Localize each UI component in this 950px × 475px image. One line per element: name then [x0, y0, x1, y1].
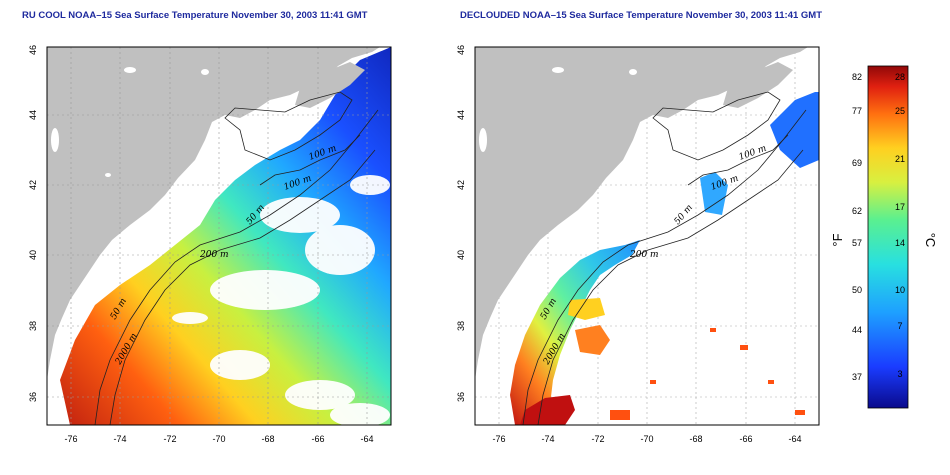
fahrenheit-tick: 37	[852, 372, 862, 382]
right-y-tick: 40	[456, 250, 466, 260]
right-y-tick: 38	[456, 321, 466, 331]
celsius-label: °C	[923, 233, 938, 248]
fahrenheit-tick: 62	[852, 206, 862, 216]
left-y-tick: 40	[28, 250, 38, 260]
celsius-tick: 25	[895, 106, 905, 116]
left-x-tick: -68	[261, 434, 274, 444]
left-y-tick: 44	[28, 110, 38, 120]
left-y-axis: 36 38 40 42 44 46	[28, 45, 38, 402]
right-x-tick: -64	[788, 434, 801, 444]
fahrenheit-tick: 57	[852, 238, 862, 248]
right-contour-label-200: 200 m	[629, 250, 659, 260]
right-x-tick: -72	[591, 434, 604, 444]
left-grid	[47, 47, 391, 425]
right-y-tick: 36	[456, 392, 466, 402]
fahrenheit-tick: 82	[852, 72, 862, 82]
left-x-tick: -64	[360, 434, 373, 444]
left-cloud-gaps	[172, 175, 390, 425]
fahrenheit-tick: 44	[852, 325, 862, 335]
right-x-tick: -76	[492, 434, 505, 444]
right-panel-title: DECLOUDED NOAA–15 Sea Surface Temperatur…	[460, 10, 823, 21]
left-map-panel: 100 m 100 m 50 m 200 m 50 m 2000 m -76 -…	[28, 45, 392, 444]
color-bar-gradient	[867, 65, 909, 409]
left-y-tick: 46	[28, 45, 38, 55]
color-bar: 82 77 69 62 57 50 44 37 °F 28 25 21 17 1…	[830, 65, 938, 409]
celsius-scale: 28 25 21 17 14 10 7 3	[895, 72, 905, 379]
fahrenheit-tick: 50	[852, 285, 862, 295]
right-scattered-warm	[610, 328, 805, 420]
celsius-tick: 7	[897, 321, 902, 331]
right-x-axis: -76 -74 -72 -70 -68 -66 -64	[492, 434, 801, 444]
left-contours	[94, 91, 379, 425]
celsius-tick: 21	[895, 154, 905, 164]
right-map-panel: 100 m 100 m 50 m 200 m 50 m 2000 m -76 -…	[456, 45, 820, 444]
right-georges-patch	[700, 172, 728, 215]
left-land	[47, 47, 380, 380]
celsius-tick: 17	[895, 202, 905, 212]
celsius-tick: 14	[895, 238, 905, 248]
right-land	[475, 47, 808, 380]
left-x-tick: -70	[212, 434, 225, 444]
left-lakes	[51, 67, 209, 177]
left-y-tick: 38	[28, 321, 38, 331]
right-warm-core	[520, 395, 575, 425]
left-x-tick: -66	[311, 434, 324, 444]
right-land-nova-scotia	[723, 62, 793, 108]
celsius-tick: 28	[895, 72, 905, 82]
left-y-tick: 36	[28, 392, 38, 402]
right-map-frame	[474, 46, 820, 426]
right-contours	[522, 91, 807, 425]
right-x-tick: -66	[739, 434, 752, 444]
left-panel-title: RU COOL NOAA–15 Sea Surface Temperature …	[22, 10, 368, 21]
right-y-tick: 46	[456, 45, 466, 55]
right-warm-eddy-yellow	[568, 298, 605, 320]
right-x-tick: -68	[689, 434, 702, 444]
right-shelf-sst	[510, 240, 640, 425]
left-x-tick: -76	[64, 434, 77, 444]
right-y-tick: 42	[456, 180, 466, 190]
celsius-tick: 3	[897, 369, 902, 379]
fahrenheit-label: °F	[830, 233, 845, 246]
right-y-tick: 44	[456, 110, 466, 120]
right-lakes	[479, 67, 637, 152]
fahrenheit-tick: 69	[852, 158, 862, 168]
right-gulf-maine-cold	[770, 92, 819, 168]
left-map-frame	[46, 46, 392, 426]
left-land-nova-scotia	[295, 62, 365, 108]
right-x-tick: -70	[640, 434, 653, 444]
celsius-tick: 10	[895, 285, 905, 295]
fahrenheit-scale: 82 77 69 62 57 50 44 37	[852, 72, 862, 382]
left-contour-label-200: 200 m	[199, 250, 229, 260]
right-warm-eddy	[575, 325, 610, 355]
left-x-tick: -72	[163, 434, 176, 444]
right-x-tick: -74	[541, 434, 554, 444]
left-x-axis: -76 -74 -72 -70 -68 -66 -64	[64, 434, 373, 444]
left-y-tick: 42	[28, 180, 38, 190]
left-sst-field	[60, 47, 391, 425]
left-x-tick: -74	[113, 434, 126, 444]
right-y-axis: 36 38 40 42 44 46	[456, 45, 466, 402]
fahrenheit-tick: 77	[852, 106, 862, 116]
